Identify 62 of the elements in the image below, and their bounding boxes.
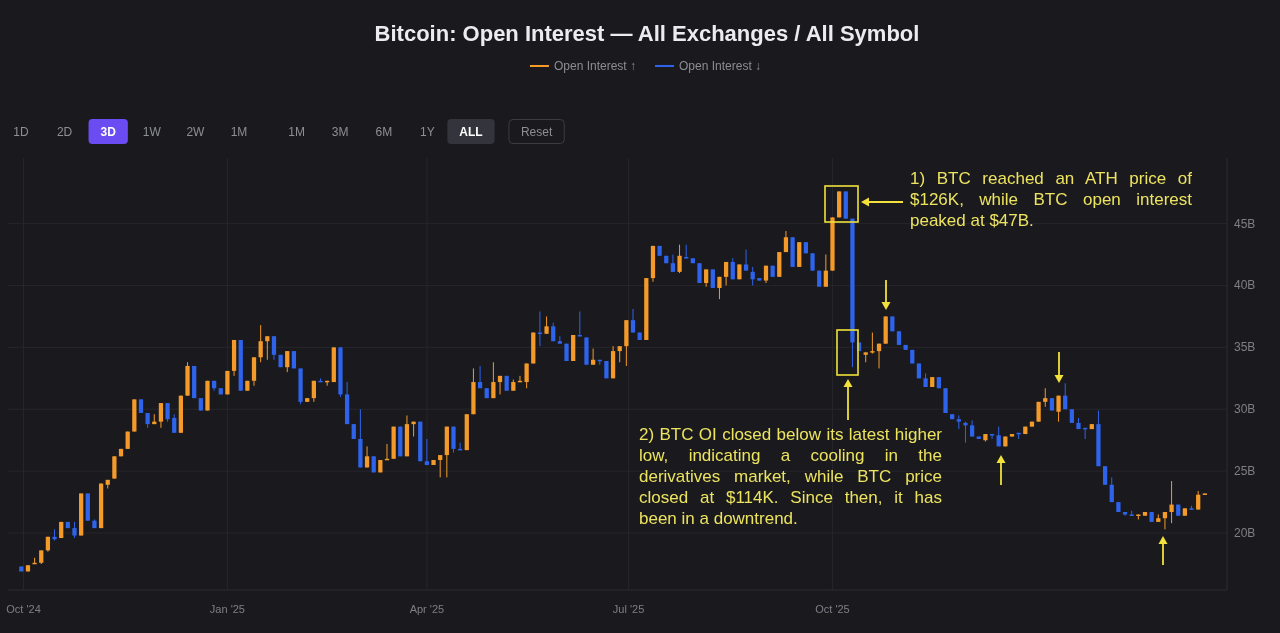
candlestick — [265, 335, 270, 361]
candlestick — [743, 249, 749, 272]
candlestick — [1109, 476, 1114, 503]
candlestick — [963, 421, 968, 444]
button: 3D — [88, 119, 128, 144]
button-label: 3M — [331, 124, 349, 139]
legend-label: Open Interest ↓ — [679, 59, 762, 73]
y-tick-label: 40B — [1234, 278, 1256, 293]
annotation: 1) BTC reached an ATH price of $126K, while BTC open interest peaked at $47B. — [910, 168, 1192, 231]
y-tick-label: 35B — [1234, 340, 1256, 355]
button-label: 1M — [230, 124, 248, 139]
candlestick — [1169, 480, 1174, 524]
candlestick — [989, 433, 995, 440]
candlestick — [1162, 511, 1168, 530]
x-tick-label: Jul '25 — [612, 603, 645, 615]
candlestick — [590, 348, 596, 366]
candlestick — [172, 413, 177, 434]
candlestick — [285, 350, 290, 373]
candlestick — [1063, 382, 1068, 410]
candlestick — [1196, 490, 1201, 511]
candlestick — [158, 402, 164, 429]
candlestick — [258, 324, 263, 363]
button-label: 2D — [56, 124, 73, 139]
button-label: 6M — [375, 124, 393, 139]
x-tick-label: Oct '24 — [6, 603, 41, 615]
chart-title: Bitcoin: Open Interest — All Exchanges / All Symbol — [374, 20, 920, 46]
legend-label: Open Interest ↑ — [553, 59, 636, 73]
y-tick-label: 20B — [1234, 526, 1256, 541]
candlestick — [1056, 395, 1061, 423]
candlestick — [165, 402, 170, 423]
y-tick-label: 45B — [1234, 216, 1256, 231]
button-label: 1M — [288, 124, 305, 139]
button-label: 1D — [13, 124, 29, 139]
button-label: 2W — [186, 124, 205, 139]
annotation: 2) BTC OI closed below its latest higher low, indicating a cooling in the derivatives market, while BTC price closed at $114K. Since then, it has been in a downtrend. — [639, 423, 942, 529]
candlestick — [557, 335, 562, 345]
button: Reset — [508, 119, 565, 144]
candlestick — [491, 361, 496, 399]
candlestick — [710, 268, 715, 289]
candlestick — [424, 438, 430, 466]
x-tick-label: Jan '25 — [209, 603, 245, 615]
x-tick-label: Apr '25 — [409, 603, 445, 615]
candlestick — [271, 335, 277, 361]
candlestick — [823, 254, 828, 288]
y-tick-label: 30B — [1234, 402, 1256, 417]
candlestick — [112, 455, 117, 480]
y-tick-label: 25B — [1234, 464, 1256, 479]
candlestick — [451, 426, 456, 454]
candlestick — [1102, 465, 1108, 486]
candlestick — [630, 308, 636, 334]
candlestick — [438, 454, 443, 478]
candlestick — [577, 310, 582, 337]
candlestick — [251, 356, 257, 387]
candlestick — [524, 362, 529, 389]
button: ALL — [447, 119, 495, 144]
candlestick — [677, 244, 682, 274]
button-label: 1W — [142, 124, 161, 139]
x-tick-label: Oct '25 — [815, 603, 850, 615]
candlestick — [670, 254, 676, 273]
candlestick — [1043, 387, 1048, 408]
candlestick — [870, 332, 875, 355]
button-label: 1Y — [420, 124, 435, 139]
